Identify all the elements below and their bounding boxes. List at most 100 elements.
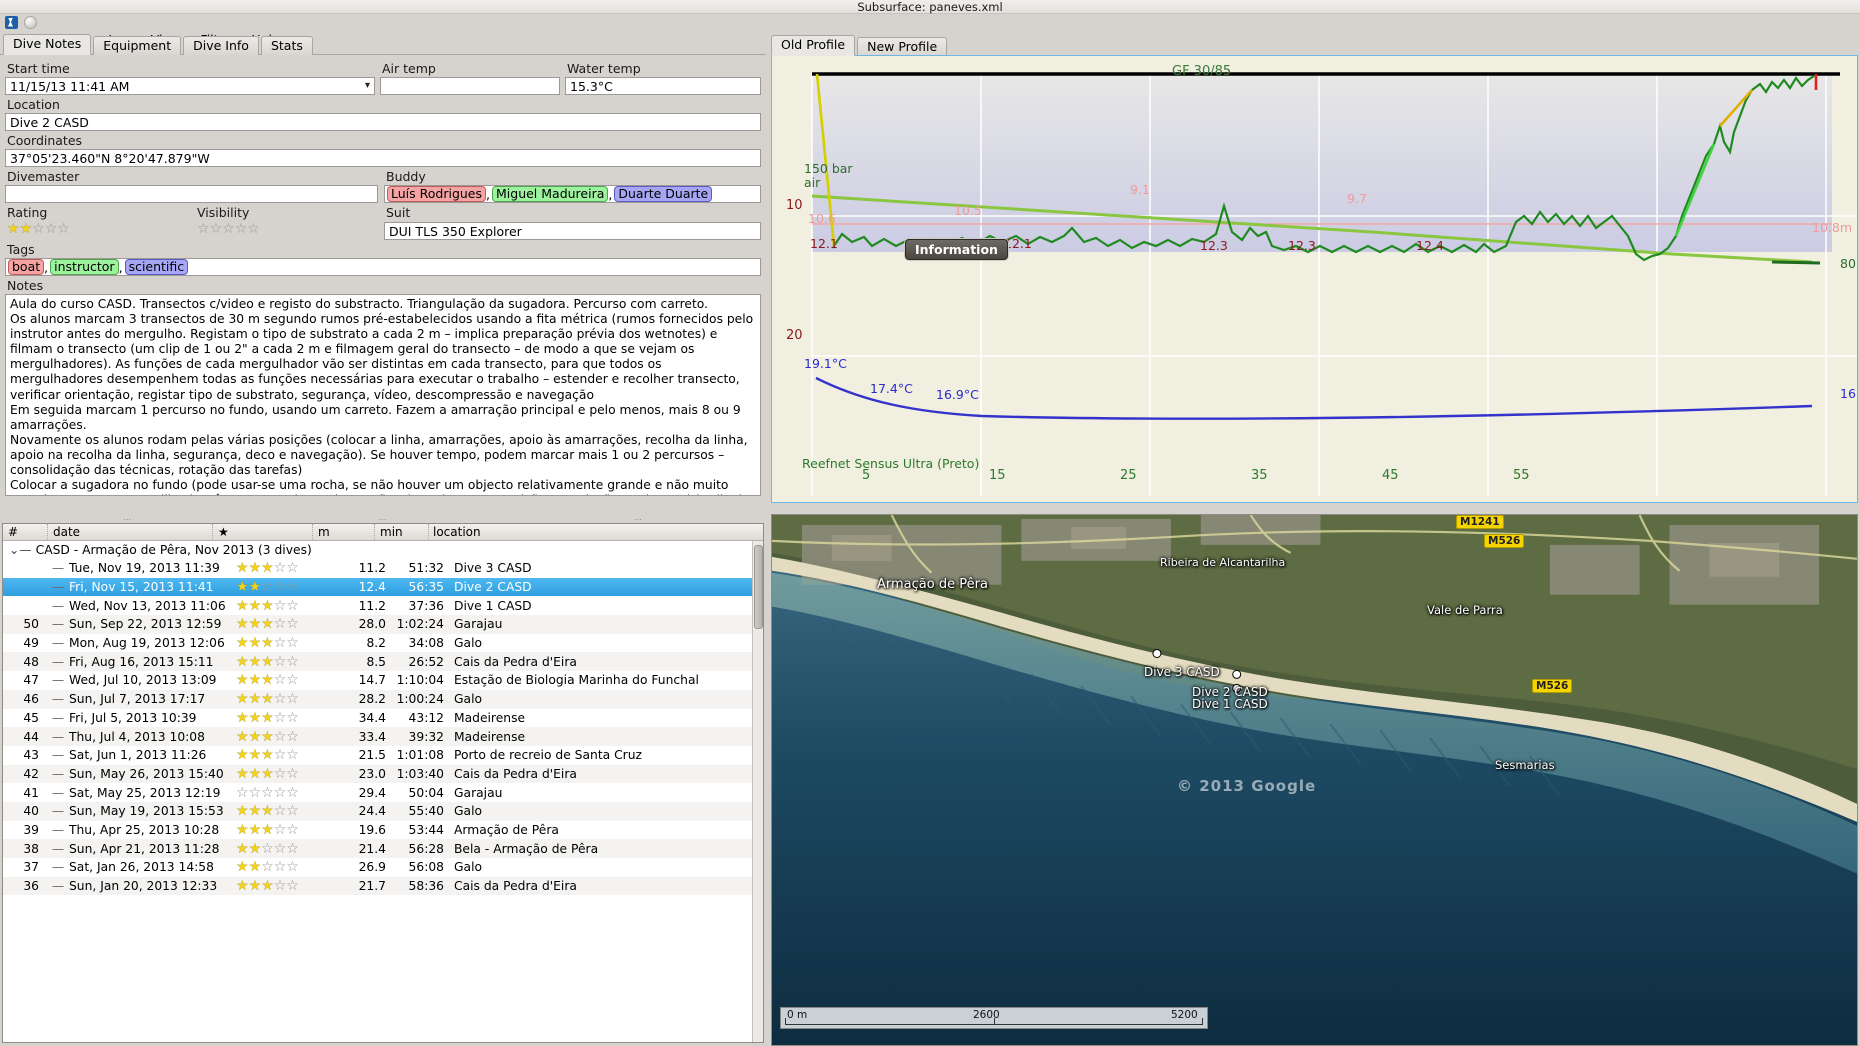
buddy-input[interactable]: Luís Rodrigues, Miguel Madureira, Duarte… <box>384 185 761 203</box>
rating-stars[interactable]: ★★☆☆☆ <box>7 221 70 237</box>
cell-number: 40 <box>23 804 39 819</box>
suit-input[interactable]: DUI TLS 350 Explorer <box>384 222 761 240</box>
table-row[interactable]: — Wed, Nov 13, 2013 11:06 ★★★☆☆ 11.2 37:36 Di… <box>3 596 763 616</box>
buddy-chip[interactable]: Miguel Madureira <box>492 186 609 202</box>
dive-list-header[interactable]: # date ★ m min location <box>3 524 763 541</box>
tag-chip[interactable]: scientific <box>124 259 189 275</box>
cell-location: Porto de recreio de Santa Cruz <box>454 748 642 763</box>
tab-equipment[interactable]: Equipment <box>93 36 182 55</box>
road-label: M526 <box>1484 534 1525 548</box>
status-circle-icon <box>24 15 37 29</box>
cell-depth: 21.5 <box>358 748 386 763</box>
dive-profile-chart[interactable]: GF 30/85 150 bar air 10 20 10.6 10.8m 12… <box>771 55 1858 503</box>
table-row[interactable]: — Fri, Nov 15, 2013 11:41 ★★☆☆☆ 12.4 56:35 Di… <box>3 577 763 597</box>
splitter-grip[interactable]: ⋯ ⋯ ⋯ <box>0 515 766 524</box>
information-button[interactable]: Information <box>905 239 1008 260</box>
cell-rating-stars: ★★★☆☆ <box>236 803 299 820</box>
dive-rows: — Tue, Nov 19, 2013 11:39 ★★★☆☆ 11.2 51:32 Di… <box>3 559 763 896</box>
table-row[interactable]: 41 — Sat, May 25, 2013 12:19 ☆☆☆☆☆ 29.4 50:04… <box>3 783 763 802</box>
col-header-rating[interactable]: ★ <box>212 524 312 540</box>
cell-depth: 21.7 <box>358 879 386 894</box>
table-row[interactable]: 44 — Thu, Jul 4, 2013 10:08 ★★★☆☆ 33.4 39:32 M… <box>3 727 763 746</box>
dive-list-scrollbar[interactable] <box>752 541 763 1042</box>
start-time-input[interactable]: 11/15/13 11:41 AM ▾ <box>5 77 375 95</box>
cell-duration: 37:36 <box>408 598 444 613</box>
location-label: Location <box>7 97 60 112</box>
depth-tick-20: 20 <box>786 328 803 343</box>
table-row[interactable]: 42 — Sun, May 26, 2013 15:40 ★★★☆☆ 23.0 1:03:… <box>3 764 763 784</box>
tree-branch-icon: — <box>51 822 65 837</box>
table-row[interactable]: 49 — Mon, Aug 19, 2013 12:06 ★★★☆☆ 8.2 34:08 G… <box>3 633 763 653</box>
location-input[interactable]: Dive 2 CASD <box>5 113 761 131</box>
depth-annotation: 12.3 <box>1288 238 1316 253</box>
profile-tabs[interactable]: Old Profile New Profile <box>766 35 1860 56</box>
table-row[interactable]: 47 — Wed, Jul 10, 2013 13:09 ★★★☆☆ 14.7 1:10:… <box>3 671 763 690</box>
grip-dots[interactable]: ⋯ <box>123 515 133 524</box>
time-tick: 25 <box>1120 468 1137 483</box>
divemaster-label: Divemaster <box>7 169 80 184</box>
divemaster-input[interactable] <box>5 185 378 203</box>
dive-tabs[interactable]: Dive Notes Equipment Dive Info Stats <box>0 34 766 55</box>
tree-branch-icon: — <box>51 580 65 595</box>
cell-number: 44 <box>23 729 39 744</box>
cell-location: Dive 1 CASD <box>454 598 532 613</box>
cell-location: Garajau <box>454 617 503 632</box>
tag-chip[interactable]: boat <box>8 259 45 275</box>
suit-label: Suit <box>386 205 411 220</box>
table-row[interactable]: 46 — Sun, Jul 7, 2013 17:17 ★★★☆☆ 28.2 1:00:2… <box>3 689 763 709</box>
col-header-depth[interactable]: m <box>312 524 374 540</box>
tab-old-profile[interactable]: Old Profile <box>771 35 856 56</box>
col-header-location[interactable]: location <box>428 524 763 540</box>
table-row[interactable]: 37 — Sat, Jan 26, 2013 14:58 ★★☆☆☆ 26.9 56:08… <box>3 858 763 877</box>
chevron-down-icon[interactable]: ⌄— <box>9 543 32 557</box>
dive-marker-label[interactable]: Dive 1 CASD <box>1192 697 1268 711</box>
dive-marker-label[interactable]: Dive 2 CASD <box>1192 685 1268 699</box>
temperature-annotation: 16.9°C <box>936 387 979 402</box>
water-temp-input[interactable]: 15.3°C <box>565 77 761 95</box>
depth-annotation: 12.1 <box>1004 236 1032 251</box>
visibility-stars[interactable]: ☆☆☆☆☆ <box>197 221 260 237</box>
buddy-chip[interactable]: Duarte Duarte <box>614 186 713 202</box>
tab-dive-info[interactable]: Dive Info <box>183 36 259 55</box>
table-row[interactable]: — Tue, Nov 19, 2013 11:39 ★★★☆☆ 11.2 51:32 Di… <box>3 559 763 578</box>
cell-depth: 26.9 <box>358 860 386 875</box>
notes-textarea[interactable]: Aula do curso CASD. Transectos c/video e… <box>5 294 761 496</box>
cell-number: 50 <box>23 617 39 632</box>
tag-chip[interactable]: instructor <box>50 259 119 275</box>
cell-depth: 21.4 <box>358 841 386 856</box>
col-header-duration[interactable]: min <box>374 524 428 540</box>
cell-depth: 23.0 <box>358 766 386 781</box>
buddy-chip[interactable]: Luís Rodrigues <box>387 186 487 202</box>
tree-branch-icon: — <box>51 785 65 800</box>
tags-input[interactable]: boat, instructor, scientific <box>5 258 761 276</box>
table-row[interactable]: 38 — Sun, Apr 21, 2013 11:28 ★★☆☆☆ 21.4 56:28… <box>3 839 763 858</box>
dive-trip-group-row[interactable]: ⌄— CASD - Armação de Pêra, Nov 2013 (3 d… <box>3 541 763 559</box>
tree-branch-icon: — <box>51 561 65 576</box>
col-header-date[interactable]: date <box>47 524 212 540</box>
table-row[interactable]: 40 — Sun, May 19, 2013 15:53 ★★★☆☆ 24.4 55:40… <box>3 801 763 821</box>
grip-dots[interactable]: ⋯ <box>633 515 643 524</box>
cell-rating-stars: ★★☆☆☆ <box>236 840 299 857</box>
tab-stats[interactable]: Stats <box>260 36 313 55</box>
dive-marker-label[interactable]: Dive 3 CASD <box>1144 665 1220 679</box>
scrollbar-thumb[interactable] <box>754 545 763 629</box>
cell-location: Madeirense <box>454 710 526 725</box>
cell-duration: 1:03:40 <box>396 766 444 781</box>
tab-dive-notes[interactable]: Dive Notes <box>3 34 92 55</box>
col-header-number[interactable]: # <box>8 525 19 539</box>
table-row[interactable]: 39 — Thu, Apr 25, 2013 10:28 ★★★☆☆ 19.6 53:44… <box>3 820 763 840</box>
coordinates-input[interactable]: 37°05'23.460"N 8°20'47.879"W <box>5 149 761 167</box>
cell-duration: 1:01:08 <box>396 748 444 763</box>
air-temp-input[interactable] <box>380 77 560 95</box>
table-row[interactable]: 50 — Sun, Sep 22, 2013 12:59 ★★★☆☆ 28.0 1:02:… <box>3 615 763 634</box>
table-row[interactable]: 48 — Fri, Aug 16, 2013 15:11 ★★★☆☆ 8.5 26:52 C… <box>3 652 763 672</box>
grip-dots[interactable]: ⋯ <box>378 515 388 524</box>
chevron-down-icon[interactable]: ▾ <box>364 79 370 91</box>
table-row[interactable]: 36 — Sun, Jan 20, 2013 12:33 ★★★☆☆ 21.7 58:36… <box>3 876 763 896</box>
table-row[interactable]: 45 — Fri, Jul 5, 2013 10:39 ★★★☆☆ 34.4 43:12 M… <box>3 708 763 728</box>
table-row[interactable]: 43 — Sat, Jun 1, 2013 11:26 ★★★☆☆ 21.5 1:01:0… <box>3 745 763 765</box>
satellite-map[interactable]: Armação de Pêra Ribeira de Alcantarilha … <box>771 514 1858 1046</box>
time-tick: 15 <box>989 468 1006 483</box>
tab-new-profile[interactable]: New Profile <box>857 37 948 56</box>
profile-svg <box>772 56 1857 502</box>
